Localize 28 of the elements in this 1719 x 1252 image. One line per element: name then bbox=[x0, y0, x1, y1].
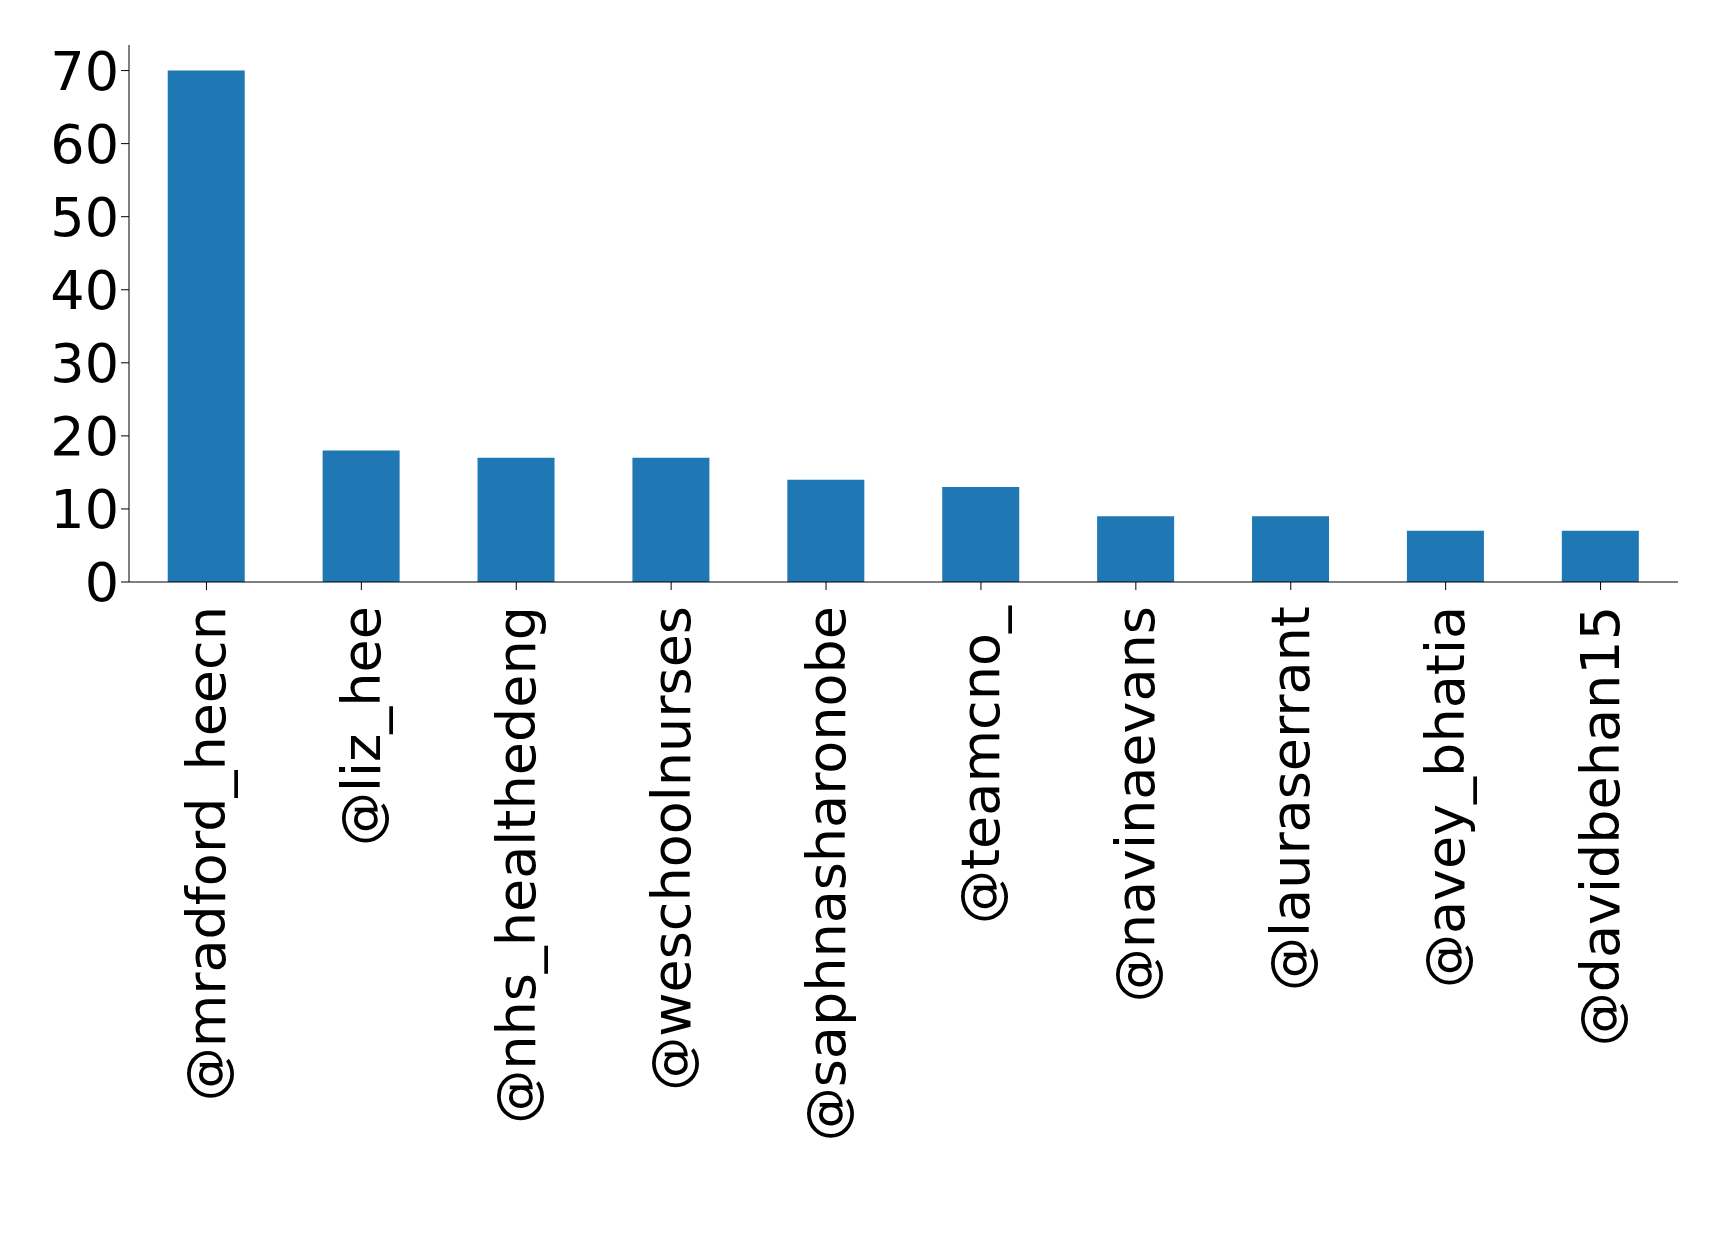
x-tick-label: @mradford_heecn bbox=[174, 606, 238, 1102]
y-tick-label: 60 bbox=[50, 112, 119, 176]
bar bbox=[477, 457, 555, 582]
bar bbox=[1097, 516, 1175, 582]
x-tick-label: @lauraserrant bbox=[1259, 606, 1323, 991]
x-tick-label: @nhs_healthedeng bbox=[484, 606, 548, 1124]
bar bbox=[322, 450, 400, 582]
y-tick-label: 20 bbox=[50, 405, 119, 469]
bar bbox=[167, 70, 245, 582]
x-tick-label: @teamcno_ bbox=[949, 605, 1013, 925]
bar bbox=[632, 457, 710, 582]
y-tick-label: 10 bbox=[50, 478, 119, 542]
bar bbox=[1252, 516, 1330, 582]
y-tick-label: 70 bbox=[50, 39, 119, 103]
bar bbox=[942, 487, 1020, 582]
x-tick-label: @davidbehan15 bbox=[1569, 606, 1633, 1047]
x-tick-label: @avey_bhatia bbox=[1414, 606, 1478, 989]
bar bbox=[1561, 530, 1639, 582]
y-tick-label: 30 bbox=[50, 331, 119, 395]
y-tick-label: 40 bbox=[50, 258, 119, 322]
x-tick-label: @weschoolnurses bbox=[639, 606, 703, 1091]
x-tick-label: @saphnasharonobe bbox=[794, 606, 858, 1142]
y-tick-label: 0 bbox=[84, 551, 119, 615]
x-tick-label: @navinaevans bbox=[1104, 606, 1168, 1003]
y-tick-label: 50 bbox=[50, 185, 119, 249]
x-tick-label: @liz_hee bbox=[329, 606, 393, 847]
bar bbox=[1406, 530, 1484, 582]
bar bbox=[787, 479, 865, 582]
